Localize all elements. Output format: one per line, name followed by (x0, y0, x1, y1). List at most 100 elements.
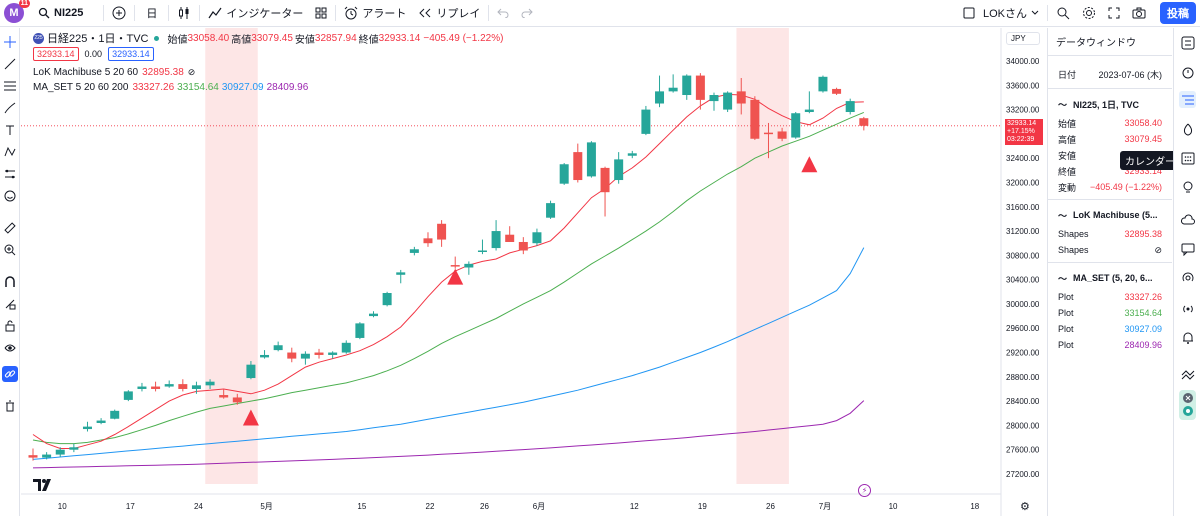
indicator1-section-header[interactable]: 〜 LoK Machibuse (5... (1048, 204, 1172, 226)
symbol-search-button[interactable]: NI225 (32, 0, 89, 27)
data-window-row: 高値 33079.45 (1048, 131, 1172, 147)
price-tick: 31200.00 (1006, 227, 1040, 236)
data-window-button[interactable] (1179, 91, 1196, 108)
plus-circle-icon (112, 6, 126, 20)
symbol-section-header[interactable]: 〜 NI225, 1日, TVC (1048, 93, 1172, 115)
fullscreen-button[interactable] (1102, 0, 1126, 27)
zoom-tool[interactable] (2, 242, 18, 258)
chats-button[interactable] (1179, 240, 1196, 257)
brush-tool[interactable] (2, 100, 18, 116)
divider (1048, 199, 1172, 200)
time-tick: 22 (426, 502, 435, 511)
candle-body (369, 313, 378, 317)
watchlist-button[interactable] (1179, 34, 1196, 51)
square-icon (963, 7, 975, 19)
row-label: 始値 (1058, 118, 1077, 129)
time-tick: 18 (970, 502, 979, 511)
hotlists-button[interactable] (1179, 121, 1196, 138)
broadcast-button[interactable] (1179, 300, 1196, 317)
sync-drawings-tool[interactable] (2, 366, 18, 382)
brush-icon (4, 102, 16, 114)
candle-body (736, 91, 746, 104)
undo-button[interactable] (491, 0, 515, 27)
candle-body (110, 410, 120, 419)
price-tick: 27600.00 (1006, 446, 1040, 455)
candle-body (763, 132, 773, 135)
data-window-title: データウィンドウ (1048, 28, 1172, 56)
price-chart[interactable]: 34000.0033600.0033200.0032800.0032400.00… (21, 28, 1046, 516)
candle-body (695, 75, 705, 100)
magnet-tool[interactable] (2, 274, 18, 290)
compare-symbol-button[interactable] (106, 0, 132, 27)
candle-body (477, 250, 487, 252)
indicator2-section-header[interactable]: 〜 MA_SET (5, 20, 6... (1048, 267, 1172, 289)
stay-drawing-tool[interactable] (2, 296, 18, 312)
candle-body (355, 323, 365, 338)
chevron-down-icon (1031, 10, 1039, 15)
crosshair-icon (4, 36, 16, 48)
time-tick: 6月 (533, 502, 545, 511)
user-avatar[interactable]: M 11 (4, 0, 30, 23)
crosshair-tool[interactable] (2, 34, 18, 50)
quick-search-button[interactable] (1050, 0, 1076, 27)
settings-button[interactable] (1076, 0, 1102, 27)
chart-pane[interactable]: 34000.0033600.0033200.0032800.0032400.00… (21, 28, 1046, 516)
alert-button[interactable]: アラート (338, 0, 412, 27)
indicators-button[interactable]: インジケーター (202, 0, 309, 27)
calendar-tooltip: カレンダー (1120, 151, 1180, 170)
time-tick: 12 (630, 502, 639, 511)
indicator1-row[interactable]: LoK Machibuse 5 20 60 32895.38 ⊘ (33, 65, 503, 79)
ideas-button[interactable] (1179, 178, 1196, 195)
pattern-tool[interactable] (2, 144, 18, 160)
alerts-button[interactable] (1179, 63, 1196, 80)
legend-title[interactable]: 日経225・1日・TVC (47, 33, 149, 45)
chart-settings-icon[interactable]: ⚙ (1020, 501, 1030, 513)
hide-tool[interactable] (2, 340, 18, 356)
candle-body (491, 231, 501, 249)
community-button[interactable] (1179, 212, 1196, 229)
replay-label: リプレイ (436, 8, 481, 20)
buy-price[interactable]: 32933.14 (108, 47, 154, 61)
notifications-button[interactable] (1179, 329, 1196, 346)
candle-body (832, 88, 842, 94)
prediction-tool[interactable] (2, 166, 18, 182)
candle-body (28, 455, 38, 458)
candle-body (396, 272, 406, 275)
candle-body (791, 113, 801, 138)
interval-button[interactable]: 日 (146, 8, 158, 20)
calendar-button[interactable] (1179, 149, 1196, 166)
snapshot-button[interactable] (1126, 0, 1152, 27)
data-window-row: Plot 28409.96 (1048, 337, 1172, 353)
extension-widget[interactable] (1179, 390, 1196, 420)
currency-selector[interactable]: JPY (1006, 32, 1040, 45)
candle-body (777, 131, 787, 139)
trendline-icon (4, 58, 16, 70)
fib-tool[interactable] (2, 78, 18, 94)
measure-tool[interactable] (2, 220, 18, 236)
layout-button[interactable]: LOKさん (957, 0, 1045, 27)
trendline-tool[interactable] (2, 56, 18, 72)
text-tool[interactable] (2, 122, 18, 138)
event-flag-icon[interactable]: ⚡ (858, 484, 871, 497)
time-tick: 19 (698, 502, 707, 511)
row-value: 33154.64 (1124, 308, 1162, 318)
indicator2-row[interactable]: MA_SET 5 20 60 200 33327.26 33154.64 309… (33, 80, 503, 94)
row-label: 安値 (1058, 150, 1077, 161)
chart-type-button[interactable] (171, 0, 197, 27)
trading-panel-button[interactable] (1179, 365, 1196, 382)
publish-button[interactable]: 投稿 (1160, 2, 1196, 24)
lightbulb-icon (1183, 181, 1192, 192)
remove-drawings-tool[interactable] (2, 398, 18, 414)
sell-price[interactable]: 32933.14 (33, 47, 79, 61)
signal-triangle (447, 268, 464, 285)
icon-tool[interactable] (2, 188, 18, 204)
close-label: 終値 (358, 34, 379, 46)
streams-button[interactable] (1179, 270, 1196, 287)
lock-tool[interactable] (2, 318, 18, 334)
templates-button[interactable] (309, 0, 333, 27)
candle-body (668, 87, 678, 92)
row-label: Shapes (1058, 229, 1089, 239)
tradingview-logo[interactable] (33, 478, 55, 494)
replay-button[interactable]: リプレイ (412, 0, 486, 27)
redo-button[interactable] (515, 0, 539, 27)
